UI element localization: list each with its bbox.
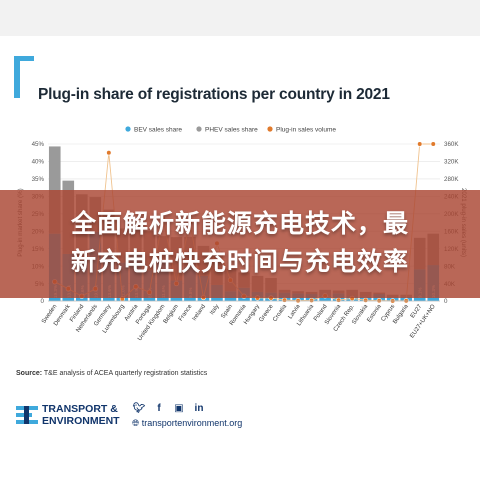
y2-tick-label: 320K: [444, 159, 459, 166]
legend-label: BEV sales share: [134, 127, 182, 134]
linkedin-icon[interactable]: in: [194, 403, 204, 414]
chart-title: Plug-in share of registrations per count…: [38, 86, 390, 103]
y-tick-label: 40%: [32, 159, 45, 166]
volume-point: [430, 141, 436, 147]
volume-point: [295, 297, 301, 304]
facebook-icon[interactable]: f: [157, 403, 161, 414]
brand-mark-icon: [14, 56, 34, 98]
legend-swatch: [267, 126, 273, 132]
x-tick-label: Croatia: [272, 303, 288, 323]
social-links: 🐦︎ f ▣ in: [132, 403, 212, 414]
source-text: T&E analysis of ACEA quarterly registrat…: [43, 370, 208, 377]
banner-line-1: 全面解析新能源充电技术，最: [70, 209, 409, 238]
volume-point: [336, 297, 342, 303]
x-tick-label: Italy: [209, 304, 220, 316]
y-tick-label: 35%: [32, 176, 45, 183]
org-name-line-1: TRANSPORT &: [42, 403, 118, 415]
banner-line-2: 新充电桩快充时间与充电效率: [70, 247, 409, 276]
volume-point: [106, 150, 112, 156]
y2-tick-label: 280K: [444, 176, 459, 183]
te-logo-icon: [16, 406, 38, 424]
source-label: Source:: [16, 370, 43, 377]
org-name-line-2: ENVIRONMENT: [42, 415, 120, 427]
x-tick-label: Ireland: [192, 304, 207, 322]
y-tick-label: 0: [41, 298, 45, 305]
globe-icon: 🌐︎: [132, 418, 140, 428]
source-note: Source: T&E analysis of ACEA quarterly r…: [16, 370, 207, 377]
twitter-icon[interactable]: 🐦︎: [132, 403, 146, 414]
instagram-icon[interactable]: ▣: [174, 403, 184, 414]
volume-point: [308, 297, 315, 303]
legend-label: Plug-in sales volume: [276, 127, 336, 134]
x-tick-label: EU27+UK+NO: [409, 303, 437, 339]
legend: BEV sales share PHEV sales share Plug-in s…: [125, 126, 336, 134]
volume-point: [417, 141, 423, 147]
volume-point: [363, 297, 369, 303]
volume-point: [376, 297, 382, 304]
overlay-banner: 全面解析新能源充电技术，最 新充电桩快充时间与充电效率: [0, 190, 480, 298]
volume-point: [281, 297, 288, 303]
legend-swatch: [125, 126, 131, 132]
website-link[interactable]: 🌐︎ transportenvironment.org: [132, 418, 242, 429]
y2-tick-label: 360K: [444, 141, 459, 148]
legend-swatch: [196, 126, 202, 132]
org-name: TRANSPORT & ENVIRONMENT: [42, 403, 120, 427]
y-tick-label: 45%: [32, 141, 45, 148]
y2-tick-label: 0: [444, 298, 448, 305]
website-text: transportenvironment.org: [141, 418, 243, 428]
legend-label: PHEV sales share: [205, 127, 258, 134]
